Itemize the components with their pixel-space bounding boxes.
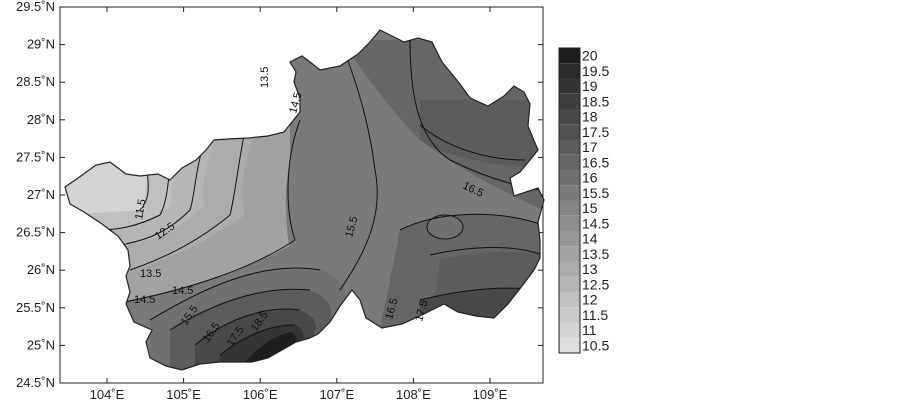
colorbar: 2019.51918.51817.51716.51615.51514.51413… [558,47,609,354]
lat-tick-label: 26˚N [27,262,55,277]
lon-tick-label: 109˚E [473,387,508,402]
lat-tick-label: 29.5˚N [16,0,55,14]
colorbar-swatch [559,307,580,323]
lat-tick-label: 28.5˚N [16,74,55,89]
colorbar-swatch [559,109,580,125]
colorbar-label: 16.5 [582,154,609,170]
colorbar-label: 10.5 [582,337,609,353]
lat-tick-label: 24.5˚N [16,375,55,390]
colorbar-label: 11.5 [582,307,608,323]
contour-label: 11.5 [133,198,148,220]
band-17-ne [420,100,543,170]
colorbar-swatch [559,139,580,155]
contour-label: 15.5 [343,215,360,239]
lat-tick-label: 25˚N [27,337,55,352]
lat-tick-label: 27.5˚N [16,149,55,164]
lat-tick-label: 25.5˚N [16,300,55,315]
colorbar-label: 18.5 [582,93,609,109]
colorbar-label: 13 [582,261,598,277]
colorbar-swatch [559,337,580,353]
lat-tick-label: 28˚N [27,112,55,127]
colorbar-swatch [559,276,580,292]
contour-label: 14.5 [134,294,155,306]
colorbar-swatch [559,78,580,94]
contour-label: 13.5 [140,268,161,280]
lon-tick-label: 104˚E [90,387,125,402]
lat-tick-label: 26.5˚N [16,225,55,240]
lat-tick-label: 29˚N [27,37,55,52]
latitude-axis: 29.5˚N 29˚N 28.5˚N 28˚N 27.5˚N 27˚N 26.5˚N 26˚N… [16,0,543,390]
colorbar-swatch [559,154,580,170]
colorbar-swatch [559,48,580,64]
colorbar-label: 12 [582,292,598,308]
contour-label: 14.5 [172,285,193,297]
colorbar-label: 12.5 [582,276,609,292]
lon-tick-label: 106˚E [243,387,278,402]
colorbar-label: 15.5 [582,185,609,201]
lon-tick-label: 108˚E [396,387,431,402]
colorbar-swatch [559,322,580,338]
colorbar-swatch [559,200,580,216]
colorbar-label: 14 [582,231,598,247]
colorbar-swatch [559,261,580,277]
contour-label: 16.5 [383,297,400,321]
colorbar-label: 14.5 [582,215,609,231]
colorbar-swatch [559,185,580,201]
colorbar-label: 19 [582,78,598,94]
colorbar-swatch [559,246,580,262]
colorbar-swatch [559,170,580,186]
band-15-5 [285,40,372,300]
colorbar-frame [558,47,581,354]
colorbar-swatch [559,231,580,247]
colorbar-swatch [559,124,580,140]
colorbar-swatch [559,63,580,79]
colorbar-label: 16 [582,170,598,186]
contour-label: 13.5 [259,67,271,88]
colorbar-label: 17 [582,139,598,155]
colorbar-swatch [559,215,580,231]
lat-tick-label: 27˚N [27,187,55,202]
colorbar-label: 18 [582,109,598,125]
colorbar-swatch [559,93,580,109]
colorbar-label: 20 [582,48,598,64]
longitude-axis: 104˚E 105˚E 106˚E 107˚E 108˚E 109˚E [90,7,508,402]
lon-tick-label: 107˚E [319,387,354,402]
contour-label: 14.5 [287,91,304,115]
colorbar-label: 15 [582,200,598,216]
colorbar-swatch [559,292,580,308]
contour-label: 17.5 [413,299,430,323]
closed-contour [426,214,464,240]
colorbar-label: 19.5 [582,63,609,79]
lon-tick-label: 105˚E [166,387,201,402]
province-boundary [64,29,545,371]
colorbar-label: 17.5 [582,124,609,140]
colorbar-label: 13.5 [582,246,609,262]
colorbar-label: 11 [582,322,597,338]
contour-lines [99,39,544,356]
